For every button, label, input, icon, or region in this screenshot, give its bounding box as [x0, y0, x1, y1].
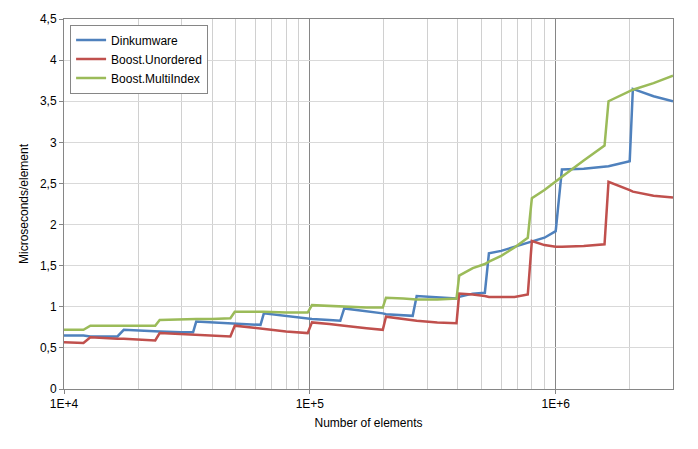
svg-text:1E+5: 1E+5: [296, 397, 325, 411]
svg-text:1E+4: 1E+4: [50, 397, 79, 411]
svg-text:2,5: 2,5: [40, 177, 57, 191]
svg-text:1: 1: [50, 300, 57, 314]
svg-text:Dinkumware: Dinkumware: [111, 34, 178, 48]
svg-text:3: 3: [50, 136, 57, 150]
svg-text:4: 4: [50, 53, 57, 67]
svg-text:2: 2: [50, 218, 57, 232]
svg-text:0: 0: [50, 382, 57, 396]
svg-text:Boost.Unordered: Boost.Unordered: [111, 53, 202, 67]
svg-text:1,5: 1,5: [40, 259, 57, 273]
svg-text:1E+6: 1E+6: [542, 397, 571, 411]
svg-text:3,5: 3,5: [40, 94, 57, 108]
svg-text:Boost.MultiIndex: Boost.MultiIndex: [111, 72, 200, 86]
svg-text:0,5: 0,5: [40, 341, 57, 355]
svg-text:Number of elements: Number of elements: [314, 416, 422, 430]
svg-text:4,5: 4,5: [40, 12, 57, 26]
svg-text:Microseconds/element: Microseconds/element: [17, 143, 31, 264]
